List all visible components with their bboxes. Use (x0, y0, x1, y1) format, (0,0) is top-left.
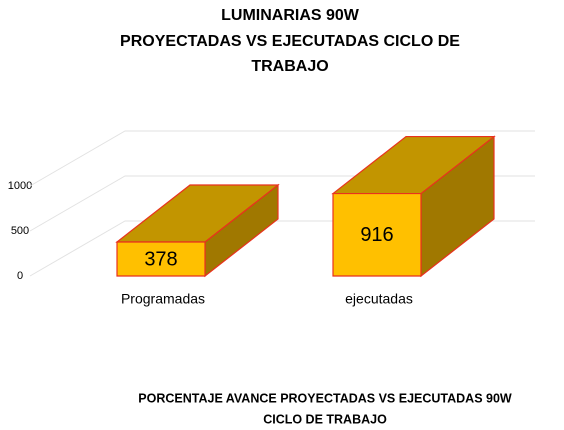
bar (115, 183, 280, 278)
x-tick-label: Programadas (121, 291, 205, 307)
chart-title: PROYECTADAS VS EJECUTADAS CICLO DE (120, 33, 460, 50)
bar-front (332, 192, 422, 277)
annotation: PORCENTAJE AVANCE PROYECTADAS VS EJECUTA… (138, 391, 512, 405)
bar-front (116, 241, 206, 277)
annotation: CICLO DE TRABAJO (263, 412, 387, 426)
y-tick-label: 0 (17, 270, 23, 282)
grid-line (29, 130, 535, 187)
data-label: 378 (144, 248, 177, 270)
data-label: 916 (360, 224, 393, 246)
x-tick-label: ejecutadas (345, 291, 413, 307)
chart-title: LUMINARIAS 90W (221, 7, 360, 24)
bar (331, 135, 496, 278)
y-tick-label: 500 (11, 225, 29, 237)
chart-title: TRABAJO (251, 58, 328, 75)
y-tick-label: 1000 (8, 180, 32, 192)
